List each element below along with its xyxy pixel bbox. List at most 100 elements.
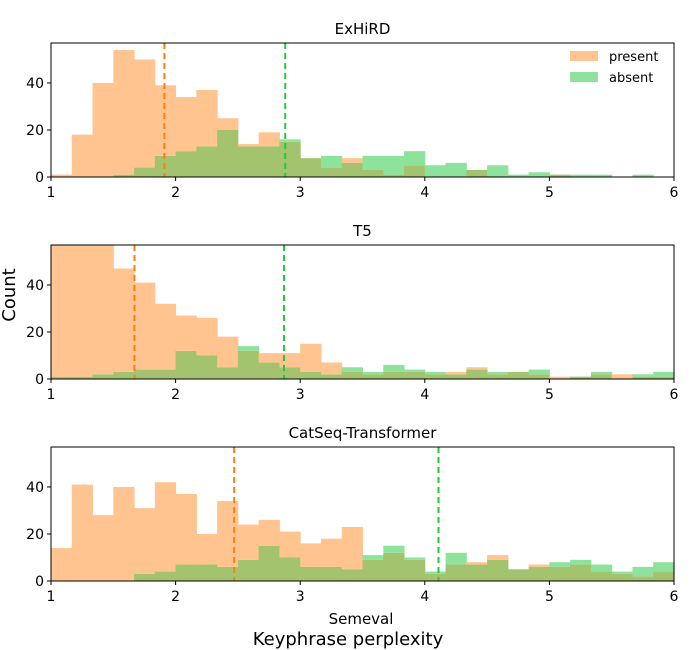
bar-overlap (632, 576, 654, 581)
bar-absent (487, 165, 509, 177)
bar-absent (424, 165, 447, 177)
bar-absent (653, 371, 674, 377)
bar-overlap (217, 129, 239, 177)
legend-swatch-present (570, 51, 598, 61)
bar-absent (404, 557, 426, 560)
bar-overlap (154, 571, 177, 581)
bar-present (279, 531, 301, 558)
bar-overlap (424, 573, 447, 581)
bar-overlap (134, 573, 156, 581)
bar-overlap (653, 376, 674, 379)
bar-present (300, 343, 322, 372)
bar-overlap (466, 564, 488, 581)
bar-overlap (196, 146, 218, 177)
bar-overlap (507, 371, 530, 379)
bar-overlap (217, 367, 239, 379)
bar-overlap (237, 559, 260, 581)
bar-present (92, 82, 114, 177)
y-tick-label: 20 (26, 527, 44, 543)
bar-present (320, 538, 343, 567)
bar-present (113, 50, 135, 175)
legend-label-absent: absent (609, 71, 653, 86)
bar-overlap (341, 569, 363, 581)
bar-overlap (383, 552, 405, 581)
bar-present (445, 371, 467, 375)
bar-overlap (487, 374, 509, 379)
bar-overlap (134, 369, 156, 379)
y-axis-label: Count (0, 268, 20, 321)
bar-overlap (300, 371, 322, 379)
bar-overlap (258, 146, 280, 177)
bar-present (51, 548, 73, 581)
bar-present (134, 508, 156, 574)
bars-group (51, 482, 674, 581)
bar-overlap (528, 566, 550, 581)
bar-absent (528, 369, 550, 375)
bar-present (134, 59, 156, 168)
bar-present (320, 362, 343, 375)
bar-present (154, 85, 177, 156)
figure-suptitle: Keyphrase perplexity (253, 629, 444, 650)
x-tick-label: 5 (545, 589, 554, 605)
panel-2: 1 2 3 4 5 6 0 20 40 CatSeq-Transformer (26, 424, 678, 605)
bar-present (154, 482, 177, 572)
y-tick-label: 0 (35, 574, 44, 590)
bar-overlap (300, 566, 322, 581)
bar-overlap (320, 167, 343, 177)
bar-overlap (362, 374, 384, 379)
bar-present (237, 524, 260, 560)
bar-overlap (258, 545, 280, 581)
bar-present (196, 90, 218, 147)
bar-overlap (466, 369, 488, 379)
bar-overlap (341, 162, 363, 177)
panel-1: 1 2 3 4 5 6 0 20 40 T5 (26, 222, 678, 403)
bar-present (217, 501, 239, 567)
bar-absent (590, 564, 613, 572)
legend: present absent (570, 50, 658, 86)
x-tick-label: 5 (545, 387, 554, 403)
bar-overlap (196, 564, 218, 581)
bar-present (92, 245, 114, 375)
bar-absent (528, 172, 550, 177)
x-tick-label: 1 (47, 387, 56, 403)
bar-present (154, 303, 177, 370)
bar-overlap (279, 367, 301, 379)
bar-overlap (549, 566, 571, 581)
x-tick-label: 1 (47, 185, 56, 201)
bar-absent (383, 155, 405, 175)
bar-overlap (258, 362, 280, 379)
bar-absent (341, 367, 363, 372)
bar-overlap (590, 571, 613, 581)
bar-overlap (154, 369, 177, 379)
bar-present (113, 268, 135, 372)
x-tick-label: 6 (670, 589, 679, 605)
bar-overlap (92, 374, 114, 379)
bar-present (217, 336, 239, 368)
bar-absent (279, 139, 301, 142)
x-tick-label: 2 (171, 185, 180, 201)
x-tick-label: 2 (171, 387, 180, 403)
bar-overlap (175, 350, 197, 379)
bar-present (71, 134, 94, 177)
bar-absent (445, 162, 467, 177)
bar-absent (632, 174, 654, 177)
bar-absent (632, 374, 654, 377)
bar-overlap (653, 571, 674, 581)
x-axis-label-semeval: Semeval (329, 610, 394, 628)
bar-overlap (362, 559, 384, 581)
bars-group (51, 245, 674, 379)
bar-present (175, 494, 197, 565)
axes-frame (50, 446, 675, 582)
bar-absent (570, 559, 592, 565)
x-tick-label: 5 (545, 185, 554, 201)
bar-absent (404, 369, 426, 372)
legend-swatch-absent (570, 72, 598, 82)
bar-overlap (362, 169, 384, 177)
bar-overlap (404, 559, 426, 581)
bar-overlap (528, 374, 550, 379)
bar-absent (570, 174, 592, 177)
panel-title: T5 (352, 222, 372, 240)
bar-absent (507, 174, 530, 177)
bar-present (237, 144, 260, 147)
